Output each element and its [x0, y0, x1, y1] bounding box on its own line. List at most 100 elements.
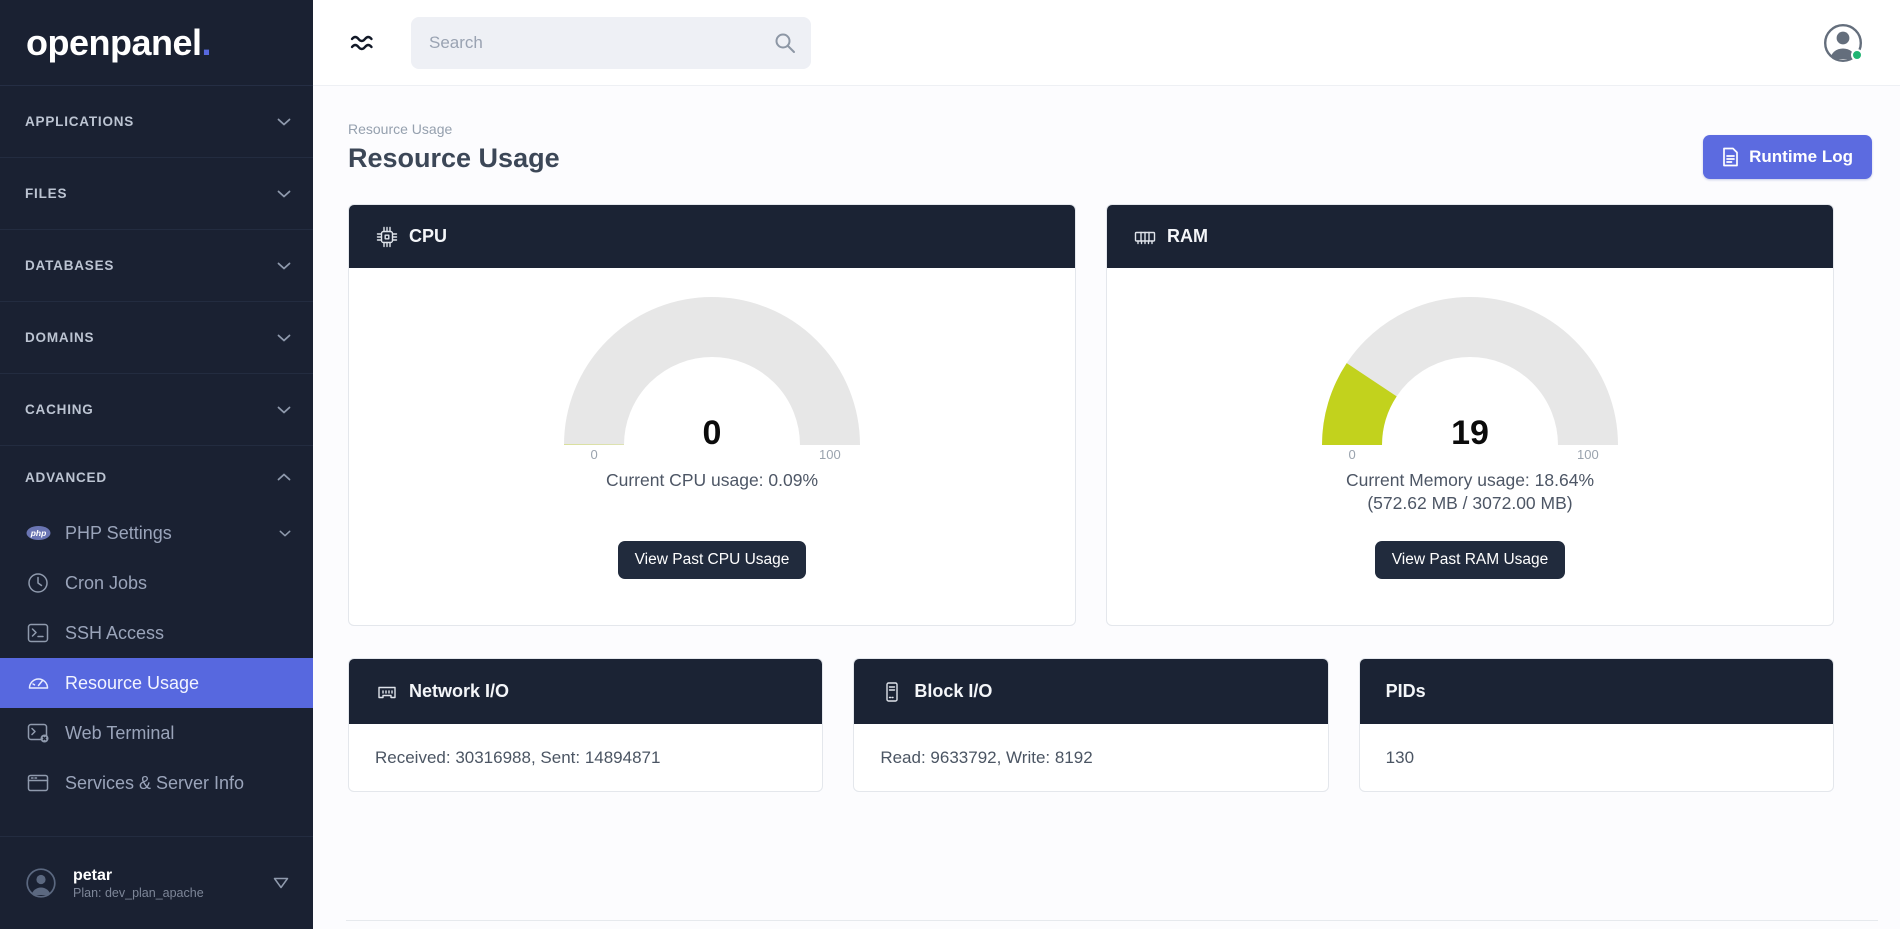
- topbar: [313, 0, 1900, 86]
- account-avatar-icon: [1824, 23, 1862, 62]
- ram-gauge: 19 0 100: [1320, 295, 1620, 462]
- ram-stick-icon: [1134, 231, 1156, 244]
- network-io-title: Network I/O: [409, 681, 510, 701]
- sidebar-item-label: Web Terminal: [65, 722, 175, 743]
- ram-gauge-value: 19: [1451, 414, 1489, 452]
- dropdown-triangle-icon: [273, 877, 289, 889]
- document-icon: [1723, 147, 1738, 167]
- chevron-up-icon: [277, 473, 291, 481]
- user-avatar-icon: [26, 868, 56, 898]
- runtime-log-label: Runtime Log: [1749, 147, 1853, 166]
- section-label: DATABASES: [25, 258, 115, 273]
- search-box: [411, 16, 811, 69]
- sidebar: openpanel. APPLICATIONS FILES DATABASES …: [0, 0, 313, 929]
- chevron-down-icon: [277, 190, 291, 197]
- sidebar-item-ssh-access[interactable]: SSH Access: [0, 608, 313, 658]
- gauge-cards-row: CPU 0 0 100 Current CPU usage: 0.09%: [348, 204, 1834, 626]
- cpu-card: CPU 0 0 100 Current CPU usage: 0.09%: [348, 204, 1076, 626]
- ram-card: RAM 19 0 100 Current Memory usage: 18.64…: [1106, 204, 1834, 626]
- pids-value: 130: [1385, 747, 1415, 767]
- pids-title: PIDs: [1385, 681, 1426, 701]
- window-icon: [27, 774, 49, 792]
- block-io-title: Block I/O: [914, 681, 993, 701]
- cpu-card-title: CPU: [409, 226, 448, 246]
- brand-name: openpanel: [26, 21, 202, 63]
- cpu-gauge-max-label: 100: [819, 447, 841, 462]
- chevron-down-icon: [277, 406, 291, 413]
- sidebar-section-databases[interactable]: DATABASES: [0, 230, 313, 302]
- view-past-ram-usage-button[interactable]: View Past RAM Usage: [1374, 541, 1566, 579]
- section-label: ADVANCED: [25, 469, 107, 485]
- view-past-cpu-usage-button[interactable]: View Past CPU Usage: [617, 541, 807, 579]
- main-column: Resource Usage Resource Usage Runtime Lo…: [313, 0, 1900, 929]
- ethernet-icon: [378, 686, 396, 698]
- sidebar-section-files[interactable]: FILES: [0, 158, 313, 230]
- brand-logo[interactable]: openpanel.: [0, 0, 313, 86]
- pids-header: PIDs: [1359, 659, 1833, 724]
- cpu-usage-text: Current CPU usage: 0.09%: [605, 470, 819, 490]
- cpu-gauge-min-label: 0: [590, 447, 598, 462]
- section-label: DOMAINS: [25, 330, 95, 345]
- cpu-card-body: 0 0 100 Current CPU usage: 0.09% View Pa…: [349, 268, 1075, 609]
- web-terminal-icon: [27, 723, 49, 743]
- sidebar-item-php-settings[interactable]: php PHP Settings: [0, 508, 313, 558]
- sidebar-section-caching[interactable]: CACHING: [0, 374, 313, 446]
- footer-divider: [346, 920, 1878, 929]
- sidebar-nav: APPLICATIONS FILES DATABASES DOMAINS CAC…: [0, 86, 313, 836]
- cpu-gauge-value: 0: [702, 414, 722, 452]
- chevron-down-icon: [277, 334, 291, 341]
- section-label: APPLICATIONS: [25, 114, 135, 129]
- sidebar-item-label: PHP Settings: [65, 522, 172, 543]
- disk-drive-icon: [886, 681, 899, 702]
- chevron-down-icon: [277, 118, 291, 125]
- waves-menu-icon: [350, 35, 373, 50]
- brand-dot: .: [201, 21, 212, 63]
- sidebar-item-services-server-info[interactable]: Services & Server Info: [0, 758, 313, 808]
- network-io-card: Network I/O Received: 30316988, Sent: 14…: [348, 658, 824, 792]
- pids-card: PIDs 130: [1358, 658, 1834, 792]
- sidebar-item-label: Cron Jobs: [65, 572, 148, 593]
- cpu-gauge: 0 0 100: [562, 295, 862, 462]
- cpu-chip-icon: [376, 226, 398, 247]
- online-status-dot: [1851, 48, 1863, 61]
- search-input[interactable]: [411, 16, 811, 69]
- sidebar-section-domains[interactable]: DOMAINS: [0, 302, 313, 374]
- network-io-value: Received: 30316988, Sent: 14894871: [375, 747, 661, 767]
- block-io-value: Read: 9633792, Write: 8192: [880, 747, 1093, 767]
- sidebar-section-advanced[interactable]: ADVANCED: [0, 446, 313, 508]
- sidebar-item-label: SSH Access: [65, 622, 165, 643]
- sidebar-item-resource-usage[interactable]: Resource Usage: [0, 658, 313, 708]
- svg-text:php: php: [30, 528, 47, 538]
- page-title: Resource Usage: [348, 143, 560, 173]
- user-plan: Plan: dev_plan_apache: [73, 886, 204, 900]
- ssh-terminal-icon: [27, 623, 49, 643]
- ram-card-header: RAM: [1107, 205, 1833, 268]
- sidebar-item-web-terminal[interactable]: Web Terminal: [0, 708, 313, 758]
- section-label: FILES: [25, 186, 68, 201]
- sidebar-toggle-button[interactable]: [343, 23, 383, 63]
- sidebar-item-cron-jobs[interactable]: Cron Jobs: [0, 558, 313, 608]
- sidebar-item-label: Services & Server Info: [65, 772, 245, 793]
- sidebar-item-label: Resource Usage: [65, 672, 200, 693]
- ram-gauge-max-label: 100: [1577, 447, 1599, 462]
- stat-cards-row: Network I/O Received: 30316988, Sent: 14…: [348, 658, 1834, 792]
- sidebar-user-menu[interactable]: petar Plan: dev_plan_apache: [0, 836, 313, 929]
- sidebar-section-applications[interactable]: APPLICATIONS: [0, 86, 313, 158]
- user-info: petar Plan: dev_plan_apache: [73, 866, 258, 900]
- runtime-log-button[interactable]: Runtime Log: [1703, 135, 1872, 179]
- ram-gauge-min-label: 0: [1348, 447, 1356, 462]
- chevron-down-icon: [277, 262, 291, 269]
- cpu-card-header: CPU: [349, 205, 1075, 268]
- php-icon: php: [26, 526, 51, 540]
- breadcrumb: Resource Usage: [348, 121, 453, 137]
- gauge-icon: [28, 678, 49, 689]
- network-io-header: Network I/O: [349, 659, 823, 724]
- search-icon[interactable]: [773, 31, 797, 55]
- ram-card-body: 19 0 100 Current Memory usage: 18.64% (5…: [1107, 268, 1833, 609]
- ram-usage-text: Current Memory usage: 18.64% (572.62 MB …: [1345, 470, 1595, 513]
- block-io-header: Block I/O: [854, 659, 1328, 724]
- section-label: CACHING: [25, 402, 94, 417]
- page-header: Resource Usage Resource Usage Runtime Lo…: [348, 121, 1872, 179]
- account-menu[interactable]: [1821, 21, 1865, 65]
- main-content: Resource Usage Resource Usage Runtime Lo…: [313, 86, 1900, 920]
